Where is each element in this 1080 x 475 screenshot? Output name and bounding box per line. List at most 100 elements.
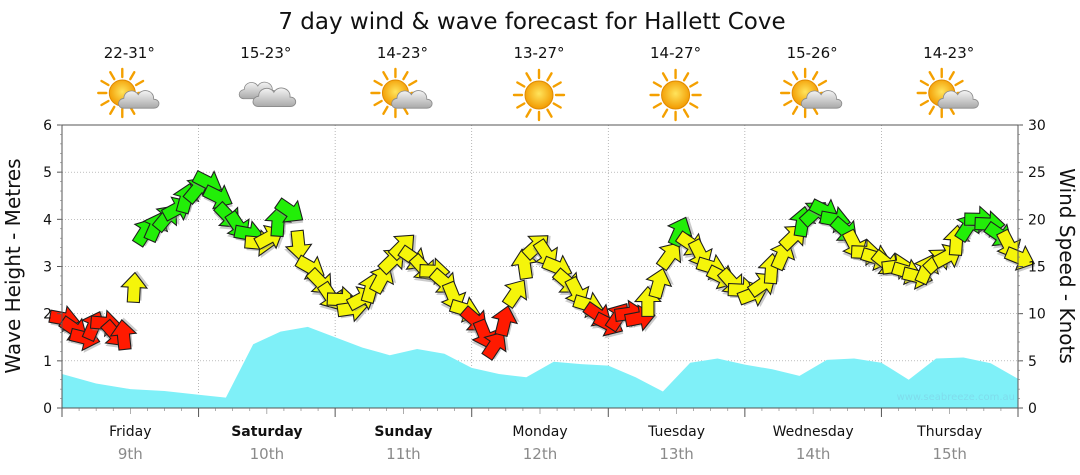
temperature-range: 15-23° — [240, 44, 291, 62]
sun-ray — [661, 108, 669, 118]
grid-lines — [62, 125, 1018, 408]
cloud-shape — [118, 90, 160, 109]
sun-ray — [689, 102, 699, 109]
cloud-icon — [800, 90, 843, 109]
sun-ray — [652, 102, 663, 109]
sun-rays — [512, 68, 566, 122]
sun-ray — [552, 102, 562, 109]
y-axis-left-title: Wave Height - Metres — [1, 158, 25, 373]
y-right-tick-label: 10 — [1028, 307, 1046, 323]
y-right-tick-label: 0 — [1028, 401, 1037, 417]
day-name-label: Wednesday — [773, 424, 854, 440]
sun-ray — [516, 102, 526, 109]
sun-ray — [791, 71, 799, 81]
sun-ray — [817, 79, 828, 87]
sun-ray — [928, 71, 935, 81]
day-name-label: Monday — [512, 424, 567, 440]
wind-arrow-shape — [490, 305, 519, 337]
day-name-label: Friday — [109, 424, 151, 440]
wind-arrow-shape — [109, 319, 138, 351]
weather-icon-sun — [512, 68, 566, 122]
weather-icon-sun-cloud — [779, 67, 843, 119]
y-right-tick-label: 5 — [1028, 354, 1037, 370]
y-right-tick-label: 25 — [1028, 165, 1046, 181]
cloud-icon — [391, 90, 433, 109]
cloud-shape — [391, 90, 433, 109]
cloud-icon — [937, 90, 979, 109]
sun-disc — [661, 80, 691, 110]
y-left-tick-label: 4 — [43, 212, 52, 228]
temperature-range: 15-26° — [787, 44, 838, 62]
wind-arrow — [490, 304, 520, 337]
wind-arrow — [481, 331, 509, 361]
day-name-label: Tuesday — [647, 424, 705, 440]
wind-arrow-shape — [1003, 244, 1036, 271]
watermark: www.seabreeze.com.au — [897, 392, 1015, 403]
chart-title: 7 day wind & wave forecast for Hallett C… — [278, 9, 785, 35]
wind-arrow — [1003, 244, 1036, 273]
sun-ray — [948, 71, 955, 81]
sun-ray — [373, 79, 383, 87]
wind-arrow — [120, 270, 150, 304]
sun-ray — [919, 99, 930, 107]
sun-ray — [928, 105, 935, 115]
y-axis-right-title: Wind Speed - Knots — [1055, 168, 1079, 364]
daily-weather: 22-31° 15-23° 14-23° 13-27° 14-27° 15-26° 14-2… — [97, 44, 979, 122]
weather-icon-sun-cloud — [370, 67, 433, 119]
wind-arrow — [273, 197, 304, 225]
day-date-label: 11th — [386, 445, 420, 463]
wave-area — [62, 326, 1018, 408]
y-left-tick-label: 2 — [43, 307, 52, 323]
wind-arrow-shape — [387, 234, 415, 262]
weather-icon-cloud — [238, 81, 297, 108]
sun-ray — [811, 71, 819, 81]
sun-ray — [408, 79, 418, 87]
day-date-label: 10th — [250, 445, 284, 463]
sun-ray — [682, 72, 690, 82]
y-left-tick-label: 6 — [43, 118, 52, 134]
cloud-icon — [118, 90, 160, 109]
sun-ray — [525, 108, 532, 118]
sun-ray — [783, 99, 793, 107]
sun-ray — [134, 79, 145, 87]
y-right-tick-label: 15 — [1028, 260, 1046, 276]
wind-arrow-shape — [645, 267, 673, 300]
sun-ray — [402, 71, 409, 81]
sun-ray — [954, 79, 964, 87]
sun-ray — [661, 72, 669, 82]
y-left-tick-label: 0 — [43, 401, 52, 417]
sun-ray — [552, 81, 562, 88]
cloud-shape — [800, 90, 843, 109]
day-name-label: Saturday — [231, 424, 302, 440]
wind-arrow — [109, 317, 138, 351]
sun-ray — [783, 79, 793, 87]
sun-ray — [546, 108, 553, 118]
wind-arrow — [655, 242, 684, 272]
temperature-range: 22-31° — [104, 44, 155, 62]
sun-ray — [919, 79, 930, 87]
sun-ray — [100, 99, 110, 107]
sun-ray — [129, 71, 136, 81]
sun-disc — [524, 80, 554, 110]
sun-rays — [649, 68, 702, 122]
wind-arrow — [645, 267, 674, 300]
wind-arrows — [48, 169, 1036, 361]
day-date-label: 14th — [796, 445, 830, 463]
cloud-shape — [252, 87, 297, 108]
wind-arrow-shape — [273, 197, 304, 223]
sun-ray — [373, 99, 383, 107]
sun-ray — [682, 108, 690, 118]
sun-ray — [109, 71, 116, 81]
wind-arrow — [501, 279, 530, 310]
weather-icon-sun — [649, 68, 702, 122]
sun-ray — [689, 81, 699, 88]
temperature-range: 14-27° — [650, 44, 701, 62]
sun-ray — [100, 79, 110, 87]
day-name-label: Sunday — [374, 424, 432, 440]
sun-ray — [525, 72, 532, 82]
wind-arrow-shape — [481, 331, 507, 361]
wind-arrow-shape — [120, 271, 149, 304]
sun-ray — [382, 105, 389, 115]
day-name-label: Thursday — [916, 424, 982, 440]
wind-arrow — [284, 229, 313, 263]
